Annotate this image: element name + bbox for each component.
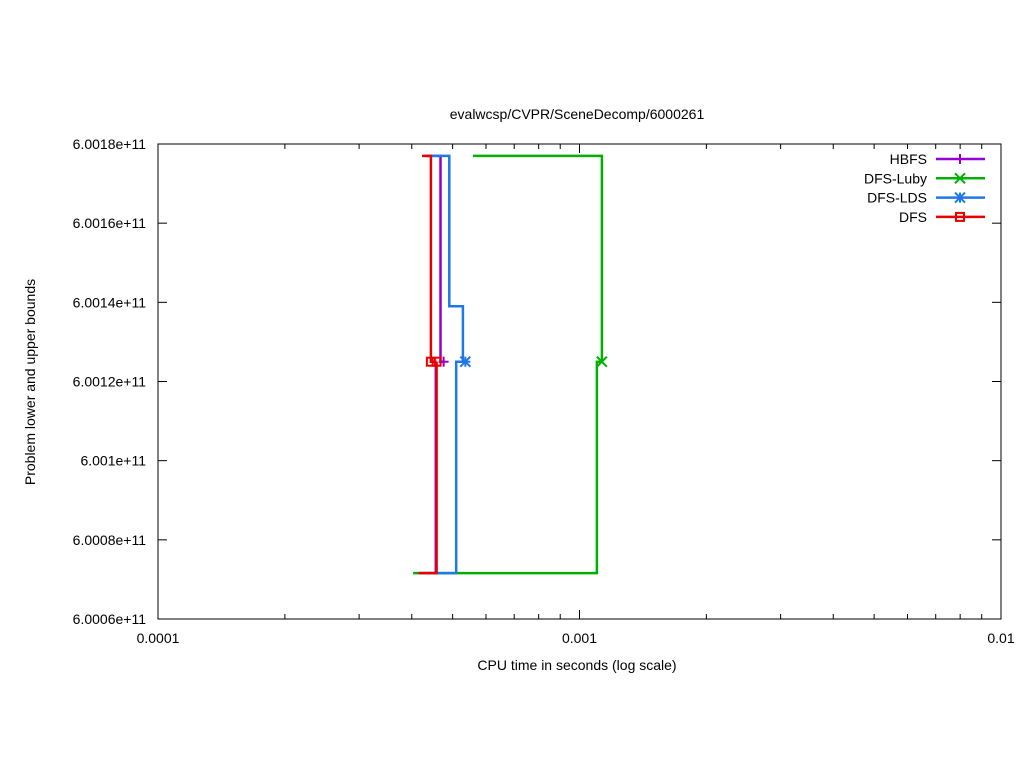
x-axis-label: CPU time in seconds (log scale) bbox=[477, 657, 676, 673]
series-line-upper bbox=[425, 154, 444, 363]
series-dfs-luby bbox=[413, 154, 608, 575]
legend-label: DFS bbox=[899, 209, 927, 225]
x-tick-label: 0.001 bbox=[562, 630, 597, 646]
series-layer bbox=[413, 154, 608, 575]
x-tick-label: 0.0001 bbox=[137, 630, 180, 646]
y-tick-label: 6.0018e+11 bbox=[73, 136, 147, 152]
y-tick-label: 6.0012e+11 bbox=[73, 374, 147, 390]
series-line-upper bbox=[473, 154, 604, 362]
series-point bbox=[431, 356, 442, 367]
series-line-upper bbox=[427, 154, 466, 363]
legend-marker bbox=[955, 154, 965, 164]
series-point bbox=[459, 356, 472, 368]
series-dfs bbox=[418, 154, 442, 575]
legend: HBFS DFS-Luby DFS-LDS DFS bbox=[864, 151, 985, 225]
series-line-lower bbox=[418, 360, 466, 575]
y-axis: 6.0006e+11 6.0008e+11 6.001e+11 6.0012e+11 6… bbox=[73, 136, 1001, 627]
series-line-lower bbox=[425, 361, 438, 575]
y-tick-label: 6.0008e+11 bbox=[73, 532, 147, 548]
legend-label: DFS-LDS bbox=[867, 190, 927, 206]
y-tick-label: 6.001e+11 bbox=[80, 453, 146, 469]
chart-title: evalwcsp/CVPR/SceneDecomp/6000261 bbox=[450, 106, 705, 122]
y-tick-label: 6.0014e+11 bbox=[73, 294, 147, 310]
plot-frame bbox=[157, 143, 1002, 620]
series-line-upper bbox=[422, 154, 437, 363]
series-point bbox=[596, 356, 608, 368]
legend-marker bbox=[954, 191, 966, 204]
legend-marker bbox=[954, 172, 966, 185]
plot-border bbox=[157, 143, 1002, 620]
legend-label: DFS-Luby bbox=[864, 170, 927, 186]
y-axis-label: Problem lower and upper bounds bbox=[22, 279, 38, 485]
y-tick-label: 6.0016e+11 bbox=[73, 215, 147, 231]
legend-marker bbox=[955, 211, 965, 222]
legend-label: HBFS bbox=[890, 151, 927, 167]
series-line-lower bbox=[413, 360, 602, 575]
x-tick-label: 0.01 bbox=[987, 630, 1014, 646]
x-axis: 0.0001 0.001 0.01 bbox=[137, 144, 1015, 646]
y-tick-label: 6.0006e+11 bbox=[73, 611, 147, 627]
series-line-lower bbox=[418, 361, 438, 575]
series-point bbox=[425, 356, 436, 367]
